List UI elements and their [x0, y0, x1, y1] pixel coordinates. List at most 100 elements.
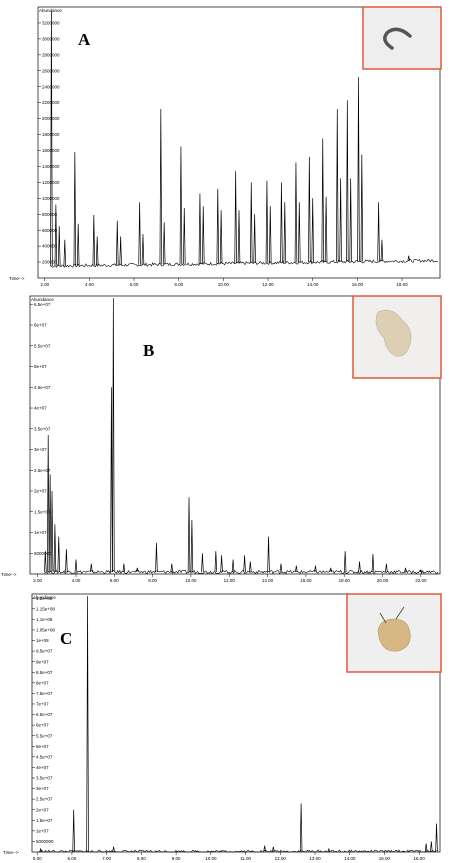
chromatogram-peak — [321, 138, 324, 263]
y-tick-label: 2.5e+07 — [36, 797, 53, 802]
y-tick-label: 5e+07 — [34, 364, 47, 369]
x-axis-title: Time--> — [1, 572, 17, 577]
y-tick-label: 3.5e+07 — [36, 776, 53, 781]
y-tick-label: 4e+07 — [36, 765, 49, 770]
x-tick-label: 12.00 — [224, 578, 236, 582]
x-tick-label: 10.00 — [205, 856, 217, 861]
x-tick-label: 4.00 — [85, 282, 94, 287]
chromatogram-peak — [44, 551, 47, 572]
x-axis-title: Time--> — [9, 276, 25, 281]
y-axis-title: Abundance — [39, 8, 62, 13]
chromatogram-peak — [234, 171, 237, 264]
y-tick-label: 5.5e+07 — [36, 733, 53, 738]
chromatogram-peak — [116, 220, 119, 265]
x-tick-label: 16.00 — [352, 282, 364, 287]
y-tick-label: 200000 — [42, 260, 58, 265]
x-tick-label: 14.00 — [262, 578, 274, 582]
y-tick-label: 1.5e+07 — [34, 509, 51, 514]
y-axis-title: Abundance — [33, 595, 56, 600]
chromatogram-peak — [73, 152, 77, 266]
x-tick-label: 12.00 — [262, 282, 274, 287]
baseline-trace — [38, 849, 437, 853]
chromatogram-peak — [253, 214, 256, 264]
y-tick-label: 1e+08 — [36, 638, 49, 643]
chromatogram-peak — [314, 565, 317, 572]
chromatogram-peak — [283, 202, 287, 263]
chromatogram-peak — [339, 178, 342, 262]
chromatogram-peak — [377, 202, 380, 262]
y-tick-label: 4.5e+07 — [34, 385, 51, 390]
chromatogram-peak — [201, 553, 204, 572]
chromatogram-peak — [311, 198, 314, 263]
sample-photo-b — [352, 295, 442, 379]
chromatogram-peak — [198, 193, 202, 264]
x-tick-label: 8.00 — [148, 578, 157, 582]
chromatogram-peak — [179, 146, 183, 265]
chromatogram-panel-c: Abundance Time--> 5000000 1e+07 1.5e+07 2e+07… — [0, 589, 450, 863]
x-axis-title: Time--> — [3, 850, 19, 855]
chromatogram-peak — [74, 559, 78, 572]
x-tick-label: 14.00 — [344, 856, 356, 861]
chromatogram-peak — [119, 236, 122, 265]
chromatogram-peak — [110, 387, 113, 572]
x-tick-label: 18.00 — [396, 282, 408, 287]
chromatogram-peak — [357, 77, 360, 262]
chromatogram-peak — [219, 210, 223, 264]
y-tick-label: 5000000 — [36, 839, 54, 844]
chromatogram-peak — [435, 823, 438, 852]
chromatogram-peak — [430, 841, 433, 852]
chromatogram-peak — [404, 567, 407, 573]
x-tick-label: 6.00 — [110, 578, 119, 582]
y-tick-label: 5.5e+07 — [34, 343, 51, 348]
chromatogram-peak — [53, 524, 57, 572]
chromatogram-peak — [336, 109, 339, 262]
panel-label: C — [60, 629, 72, 648]
chromatogram-peak — [214, 551, 218, 572]
chromatogram-peak — [112, 846, 115, 852]
chromatogram-peak — [269, 206, 272, 263]
y-tick-label: 5000000 — [34, 551, 52, 556]
y-tick-label: 9.5e+07 — [36, 649, 53, 654]
chromatogram-peak — [407, 255, 410, 261]
x-tick-label: 6.00 — [130, 282, 139, 287]
y-tick-label: 1.5e+07 — [36, 818, 53, 823]
y-tick-label: 5e+07 — [36, 744, 49, 749]
chromatogram-peak — [141, 234, 145, 265]
chromatogram-panel-b: Abundance Time--> 5000000 1e+07 1.5e+07 2e+07… — [0, 294, 450, 582]
chromatogram-peak — [57, 536, 60, 572]
y-tick-label: 3e+07 — [34, 447, 47, 452]
y-axis-title: Abundance — [31, 297, 54, 302]
y-tick-label: 4e+07 — [34, 406, 47, 411]
chromatogram-peak — [170, 563, 174, 572]
chromatogram-peak — [90, 563, 93, 572]
chromatogram-peak — [65, 549, 68, 572]
y-tick-label: 2e+07 — [34, 489, 47, 494]
chromatogram-peak — [138, 202, 141, 265]
plot-frame — [31, 593, 441, 853]
y-tick-label: 3.5e+07 — [34, 426, 51, 431]
x-tick-label: 2.00 — [40, 282, 49, 287]
panel-label: A — [78, 30, 91, 49]
x-tick-label: 8.00 — [174, 282, 183, 287]
x-tick-label: 5.00 — [33, 856, 42, 861]
x-tick-label: 4.00 — [72, 578, 81, 582]
y-tick-label: 6.5e+07 — [36, 712, 53, 717]
x-tick-label: 2.00 — [33, 578, 42, 582]
chromatogram-peak — [294, 162, 298, 263]
y-tick-label: 1e+07 — [34, 530, 47, 535]
chromatogram-peak — [46, 434, 50, 572]
chromatogram-peak — [190, 520, 194, 572]
chromatogram-peak — [237, 210, 241, 264]
chromatogram-peak — [202, 206, 205, 264]
plot-frame — [29, 295, 441, 575]
chromatogram-peak — [187, 497, 191, 572]
x-tick-label: 14.00 — [307, 282, 319, 287]
y-tick-label: 2e+07 — [36, 807, 49, 812]
x-tick-label: 18.00 — [339, 578, 351, 582]
y-tick-label: 400000 — [42, 244, 58, 249]
baseline-trace — [44, 569, 439, 575]
y-tick-label: 8.5e+07 — [36, 670, 53, 675]
chromatogram-peak — [249, 561, 252, 572]
chromatogram-peak — [360, 154, 364, 262]
panel-label: B — [143, 341, 154, 360]
